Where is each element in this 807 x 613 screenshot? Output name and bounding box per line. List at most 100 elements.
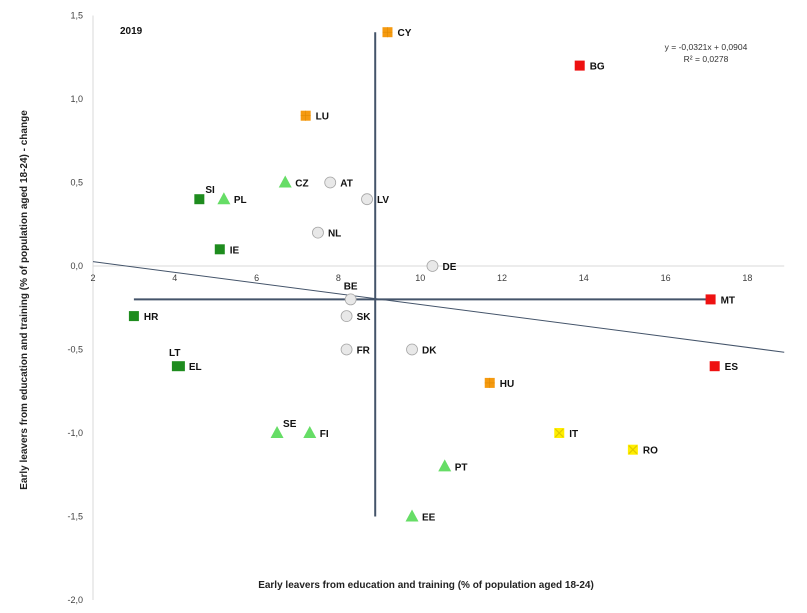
point-label: IE (230, 245, 240, 256)
cross-marker (554, 428, 564, 438)
data-point-de: DE (426, 260, 457, 273)
square-marker (171, 361, 185, 372)
trendline-r2: R² = 0,0278 (684, 54, 729, 64)
x-tick-label: 16 (661, 273, 671, 283)
point-label: SE (283, 419, 297, 430)
point-label: SI (205, 185, 215, 196)
y-tick-label: -2,0 (67, 595, 83, 605)
point-label: RO (643, 446, 658, 457)
x-tick-label: 4 (172, 273, 177, 283)
point-label: LV (377, 195, 389, 206)
triangle-marker (278, 175, 292, 188)
x-axis-title: Early leavers from education and trainin… (258, 580, 594, 591)
point-label: BG (590, 62, 605, 73)
data-point-at: AT (324, 176, 353, 190)
square-marker (214, 244, 225, 255)
data-point-pt: PT (438, 459, 468, 473)
triangle-marker (303, 426, 317, 438)
point-label: FR (357, 346, 371, 357)
trendline-equation: y = -0,0321x + 0,0904 (665, 42, 748, 52)
triangle-marker (438, 459, 452, 472)
x-tick-label: 12 (497, 273, 507, 283)
chart-title: 2019 (120, 26, 143, 37)
circle-marker (406, 343, 418, 356)
data-point-be: BE (344, 281, 358, 306)
point-label: CZ (295, 179, 308, 190)
x-tick-label: 2 (90, 273, 95, 283)
data-point-ee: EE (405, 509, 436, 524)
point-label: EL (189, 362, 202, 373)
point-label: BE (344, 281, 358, 292)
plus-pattern (300, 110, 311, 121)
point-label: PL (234, 195, 247, 206)
point-label: FI (320, 429, 329, 440)
data-point-cy: CY (382, 27, 412, 39)
data-point-hu: HU (484, 377, 514, 390)
data-point-si: SI (194, 185, 215, 205)
point-label: NL (328, 229, 341, 240)
x-tick-label: 14 (579, 273, 589, 283)
data-point-fr: FR (340, 343, 371, 357)
circle-marker (361, 193, 373, 206)
data-point-sk: SK (340, 310, 372, 323)
cross-marker (628, 445, 638, 455)
x-tick-label: 6 (254, 273, 259, 283)
point-label: DE (442, 262, 456, 273)
circle-marker (340, 310, 353, 323)
square-marker (128, 311, 139, 322)
point-label: AT (340, 179, 353, 190)
data-point-lu: LU (300, 110, 329, 123)
data-point-el: EL (171, 361, 202, 373)
data-point-dk: DK (406, 343, 437, 357)
data-point-pl: PL (217, 192, 247, 206)
circle-marker (426, 260, 439, 272)
data-point-se: SE (270, 419, 297, 438)
y-tick-label: 1,0 (70, 94, 83, 104)
triangle-marker (217, 192, 231, 205)
y-tick-label: 1,5 (70, 11, 83, 21)
point-label: LU (316, 112, 329, 123)
point-label: EE (422, 513, 436, 524)
circle-marker (340, 343, 353, 356)
square-marker (709, 361, 720, 372)
data-point-nl: NL (312, 226, 341, 240)
point-label: SK (357, 312, 372, 323)
data-point-lt: LT (169, 348, 180, 359)
triangle-marker (405, 509, 419, 522)
data-point-lv: LV (361, 193, 389, 206)
data-point-ie: IE (214, 244, 240, 256)
trendline (92, 261, 785, 353)
data-point-es: ES (709, 361, 739, 373)
square-marker (194, 194, 205, 205)
point-label: LT (169, 348, 180, 359)
y-tick-label: 0,5 (70, 178, 83, 188)
point-label: HR (144, 312, 159, 323)
point-label: MT (721, 295, 735, 306)
data-point-bg: BG (574, 60, 605, 73)
x-tick-label: 18 (742, 273, 752, 283)
x-tick-label: 10 (415, 273, 425, 283)
plus-pattern (484, 377, 495, 388)
circle-marker (312, 226, 324, 239)
data-point-mt: MT (705, 294, 735, 306)
square-marker (705, 294, 716, 305)
point-label: HU (500, 379, 514, 390)
triangle-marker (270, 426, 284, 438)
data-point-ro: RO (627, 444, 658, 457)
point-label: DK (422, 346, 437, 357)
point-label: IT (569, 429, 578, 440)
y-tick-label: -1,5 (67, 512, 83, 522)
square-marker (574, 60, 585, 71)
x-tick-label: 8 (336, 273, 341, 283)
data-point-hr: HR (128, 311, 159, 323)
point-label: ES (725, 362, 739, 373)
data-point-cz: CZ (278, 175, 309, 190)
plus-pattern (382, 27, 393, 38)
data-point-fi: FI (303, 426, 329, 440)
data-point-it: IT (554, 428, 578, 440)
y-tick-label: -1,0 (67, 428, 83, 438)
point-label: CY (397, 28, 411, 39)
y-tick-label: 0,0 (70, 261, 83, 271)
circle-marker (344, 293, 357, 306)
